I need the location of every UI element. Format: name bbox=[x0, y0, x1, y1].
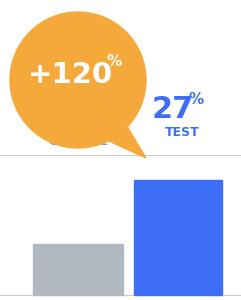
Polygon shape bbox=[98, 128, 146, 158]
Text: %: % bbox=[88, 103, 104, 118]
Bar bbox=[134, 180, 222, 295]
Text: TEST: TEST bbox=[165, 125, 199, 139]
Text: 12: 12 bbox=[49, 106, 91, 134]
Bar bbox=[33, 244, 123, 295]
Text: 27: 27 bbox=[152, 95, 194, 124]
Text: CONTROL: CONTROL bbox=[48, 137, 108, 147]
Circle shape bbox=[10, 12, 146, 148]
Text: %: % bbox=[188, 92, 204, 107]
Text: +120: +120 bbox=[27, 61, 113, 89]
Text: %: % bbox=[106, 55, 122, 70]
